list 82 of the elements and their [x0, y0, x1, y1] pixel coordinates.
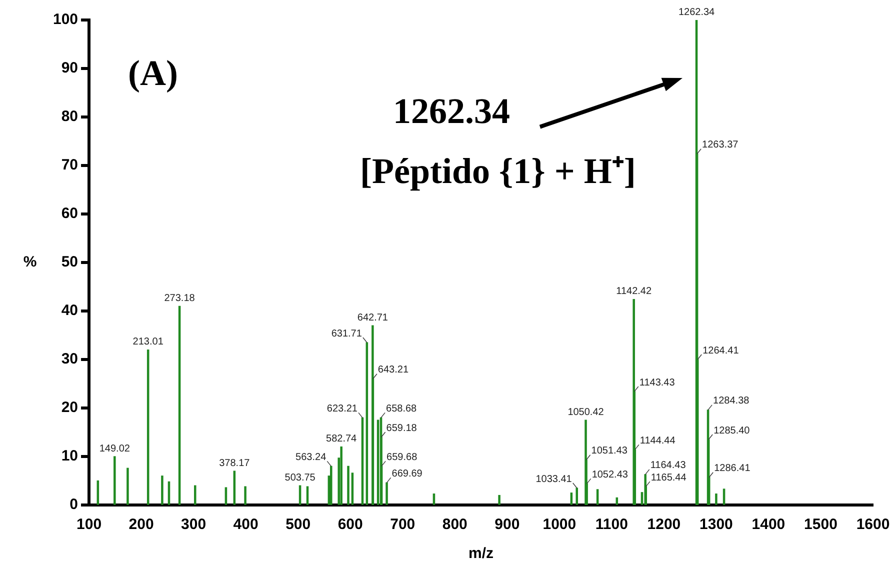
annotation: 623.21 [326, 403, 358, 414]
x-tick-label: 1600 [856, 516, 890, 534]
bar [347, 466, 350, 505]
annotation: 658.68 [386, 403, 418, 414]
y-tick-label: 50 [61, 254, 78, 271]
x-tick-label: 400 [233, 516, 258, 534]
bar [161, 476, 164, 505]
annotation: 1262.34 [678, 6, 716, 18]
y-tick-label: 30 [61, 350, 78, 368]
annotation: 1262.34 [393, 90, 510, 132]
annotation: 1050.42 [568, 406, 604, 418]
bar [596, 489, 599, 505]
annotation: 1264.41 [702, 345, 740, 356]
bar [114, 456, 116, 505]
annotation: 378.17 [219, 458, 250, 469]
x-tick-label: 600 [338, 516, 363, 534]
y-tick-label: 0 [70, 496, 78, 514]
bar [126, 468, 129, 505]
annotation: 1051.43 [591, 446, 628, 457]
annotation: 213.01 [132, 336, 164, 348]
x-tick-label: 1200 [647, 516, 681, 534]
bar [616, 497, 618, 505]
x-tick-label: 100 [76, 516, 102, 534]
bar [432, 494, 436, 505]
annotation: 1263.37 [702, 140, 739, 151]
annotation: 1052.43 [592, 469, 628, 480]
y-tick-label: 60 [61, 205, 78, 222]
annotation: 1286.41 [714, 463, 751, 474]
annotation: 1164.43 [650, 460, 686, 472]
annotation: 669.69 [392, 468, 423, 480]
annotation: 642.71 [357, 312, 388, 324]
x-tick-label: 1500 [804, 516, 838, 534]
bar [330, 466, 332, 505]
y-tick-label: 20 [61, 399, 78, 416]
annotation: 1285.40 [714, 425, 750, 436]
x-tick-label: 200 [128, 516, 154, 534]
y-tick-label: 70 [61, 156, 78, 174]
y-axis-title: % [23, 254, 37, 271]
annotation: 563.24 [296, 452, 327, 463]
x-tick-label: 700 [390, 516, 416, 534]
annotation: 643.21 [378, 364, 409, 376]
x-tick-label: 800 [442, 516, 468, 534]
annotation: 1033.41 [536, 474, 572, 485]
bar [386, 482, 388, 505]
x-tick-label: 300 [181, 516, 206, 534]
annotation: 659.18 [386, 422, 418, 434]
annotation: 659.68 [386, 452, 418, 463]
bar [340, 446, 342, 505]
bar [715, 494, 718, 505]
bar [244, 486, 246, 505]
bar [576, 488, 578, 505]
y-tick-label: 80 [61, 108, 78, 126]
bar [194, 485, 196, 505]
bar [224, 487, 228, 505]
bar [570, 492, 573, 505]
y-tick-label: 90 [61, 60, 78, 77]
annotation: 1284.38 [713, 396, 750, 407]
annotation: 273.18 [164, 292, 196, 304]
annotation: 1165.44 [650, 472, 687, 484]
annotation: 631.71 [331, 328, 362, 340]
y-tick-label: 40 [61, 302, 78, 320]
x-tick-label: 1300 [700, 516, 733, 534]
x-tick-label: 1100 [595, 516, 628, 534]
bar [306, 486, 309, 505]
x-tick-label: 900 [494, 516, 520, 534]
bar [498, 494, 500, 505]
annotation: 149.02 [99, 443, 130, 454]
y-tick-label: 100 [52, 11, 78, 28]
x-tick-label: 1000 [542, 516, 576, 534]
annotation: 1142.42 [616, 286, 652, 298]
x-tick-label: 1400 [752, 516, 786, 534]
x-tick-label: 500 [286, 516, 311, 534]
annotation: [Péptido {1} + H⁺] [360, 150, 636, 193]
annotation: (A) [128, 52, 178, 94]
x-axis-title: m/z [468, 545, 494, 562]
bar [233, 470, 236, 505]
bar [722, 488, 726, 505]
y-tick-label: 10 [61, 448, 78, 465]
annotation: 1143.43 [639, 377, 676, 388]
annotation: 1144.44 [640, 435, 676, 446]
annotation: 503.75 [284, 472, 316, 484]
annotation: 582.74 [326, 434, 358, 445]
